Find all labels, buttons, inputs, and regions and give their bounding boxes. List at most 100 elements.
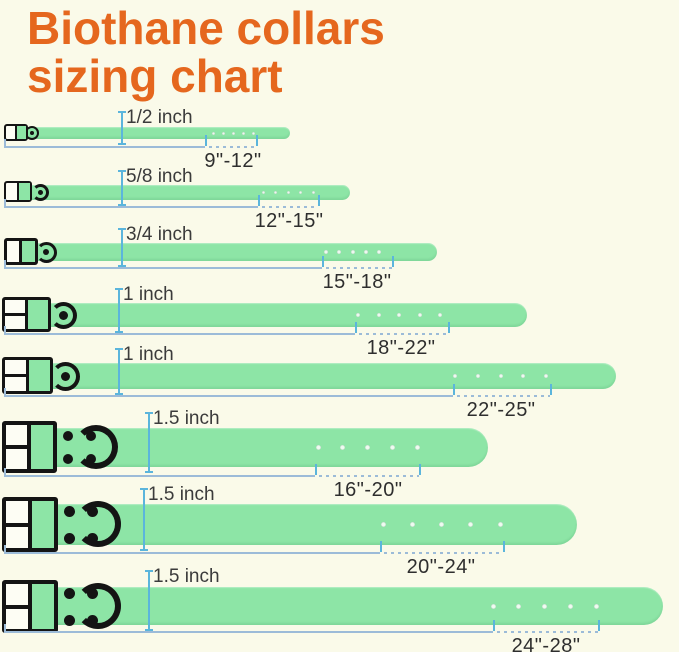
measure-tick-origin xyxy=(4,624,6,631)
measure-tick-range-start xyxy=(453,384,455,395)
strap-hole xyxy=(350,250,355,254)
strap-hole xyxy=(363,250,368,254)
width-measure-line xyxy=(118,288,120,333)
width-measure-line xyxy=(143,488,145,551)
length-measure-dashed xyxy=(209,146,256,148)
rivet xyxy=(63,431,73,441)
measure-tick-range-start xyxy=(258,195,260,206)
width-measure-cap-bottom xyxy=(115,331,123,333)
buckle-center-bar xyxy=(5,312,29,317)
strap-hole xyxy=(397,313,401,317)
measure-tick-range-start xyxy=(380,541,382,552)
length-measure-dashed xyxy=(262,206,318,208)
strap-hole xyxy=(389,445,395,450)
measure-tick-range-end xyxy=(392,256,394,267)
measure-tick-range-start xyxy=(315,464,317,475)
width-measure-cap-bottom xyxy=(118,143,126,145)
collar-strap xyxy=(4,185,350,200)
buckle-center-bar xyxy=(6,445,32,449)
measure-tick-origin xyxy=(4,260,6,267)
rivet xyxy=(63,614,75,626)
strap-hole xyxy=(211,131,215,135)
d-ring xyxy=(31,183,49,201)
strap-hole xyxy=(521,374,526,378)
measure-tick-range-end xyxy=(448,322,450,333)
buckle-center-bar xyxy=(5,373,30,378)
width-label: 1.5 inch xyxy=(153,566,220,587)
width-measure-cap-bottom xyxy=(115,393,123,395)
strap-hole xyxy=(417,313,422,317)
title-line-1: Biothane collars xyxy=(27,2,385,54)
range-label: 16"-20" xyxy=(333,479,403,501)
strap-hole xyxy=(380,522,386,527)
buckle-pin-dot xyxy=(37,189,43,195)
measure-tick-origin xyxy=(4,388,6,395)
measure-tick-range-end xyxy=(318,195,320,206)
strap-hole xyxy=(251,131,255,135)
buckle-strap-slot xyxy=(16,183,30,200)
strap-hole xyxy=(475,374,480,378)
width-measure-line xyxy=(121,228,123,267)
page-title: Biothane collars sizing chart xyxy=(27,4,385,101)
strap-hole xyxy=(261,191,265,194)
strap-hole xyxy=(231,131,235,135)
width-measure-line xyxy=(118,348,120,395)
measure-tick-range-start xyxy=(493,620,495,631)
length-measure-dashed xyxy=(359,333,448,335)
strap-hole xyxy=(516,603,522,609)
measure-tick-origin xyxy=(4,326,6,333)
strap-hole xyxy=(299,191,302,194)
rivet xyxy=(63,532,75,544)
length-measure-line xyxy=(4,395,453,397)
measure-tick-origin xyxy=(4,545,6,552)
length-measure-line xyxy=(4,333,355,335)
rivet xyxy=(63,505,75,517)
width-label: 1.5 inch xyxy=(148,484,215,505)
d-ring xyxy=(50,361,80,391)
length-measure-line xyxy=(4,267,322,269)
width-measure-cap-bottom xyxy=(140,549,148,551)
buckle-center-bar xyxy=(6,522,32,527)
width-label: 1/2 inch xyxy=(126,107,193,128)
strap-hole xyxy=(468,522,474,527)
collar-strap xyxy=(4,363,616,389)
length-measure-line xyxy=(4,146,205,148)
buckle-frame xyxy=(4,238,38,265)
buckle-strap-slot xyxy=(25,300,48,329)
measure-tick-range-end xyxy=(503,541,505,552)
width-label: 1.5 inch xyxy=(153,408,220,429)
measure-tick-origin xyxy=(4,139,6,146)
collar-strap xyxy=(4,127,290,139)
strap-hole xyxy=(274,191,277,194)
strap-hole xyxy=(377,250,381,254)
measure-tick-range-start xyxy=(355,322,357,333)
strap-hole xyxy=(497,522,503,527)
measure-tick-range-end xyxy=(550,384,552,395)
d-ring xyxy=(75,501,121,547)
width-measure-cap-top xyxy=(115,348,123,350)
range-label: 9"-12" xyxy=(204,150,262,172)
width-measure-cap-top xyxy=(118,170,126,172)
buckle-center-bar xyxy=(6,604,32,609)
d-ring xyxy=(74,425,118,469)
width-measure-line xyxy=(121,170,123,206)
length-measure-line xyxy=(4,631,493,633)
buckle-frame xyxy=(2,357,53,394)
buckle-pin-dot xyxy=(60,371,70,381)
strap-hole xyxy=(498,374,503,378)
width-measure-cap-top xyxy=(145,570,153,572)
width-label: 5/8 inch xyxy=(126,166,193,187)
strap-hole xyxy=(324,250,328,254)
buckle-pin-dot xyxy=(58,310,68,320)
width-measure-cap-top xyxy=(115,288,123,290)
width-measure-cap-top xyxy=(118,111,126,113)
strap-hole xyxy=(439,522,444,527)
buckle-strap-slot xyxy=(26,360,50,391)
range-label: 12"-15" xyxy=(254,210,324,232)
buckle-strap-slot xyxy=(19,241,35,262)
length-measure-line xyxy=(4,552,380,554)
d-ring xyxy=(35,241,57,263)
rivet xyxy=(63,454,73,464)
strap-hole xyxy=(286,191,290,194)
